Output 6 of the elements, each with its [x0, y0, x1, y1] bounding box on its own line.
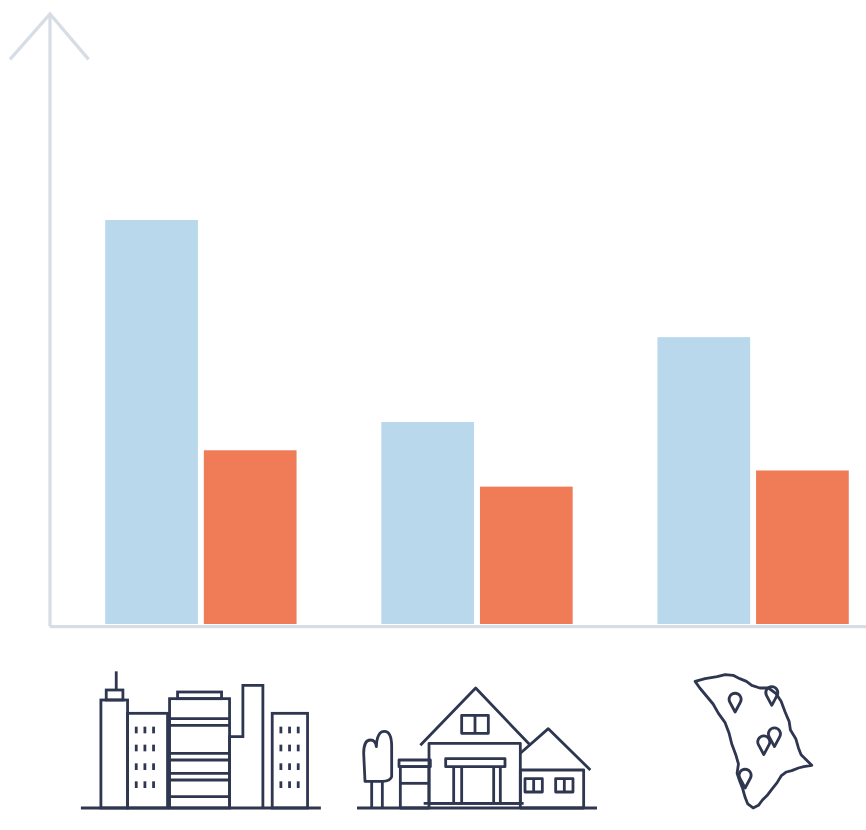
bar — [105, 220, 198, 624]
bar — [203, 450, 297, 624]
bar — [381, 422, 475, 624]
bar — [756, 470, 849, 624]
bar — [657, 337, 751, 624]
bar — [479, 486, 573, 624]
